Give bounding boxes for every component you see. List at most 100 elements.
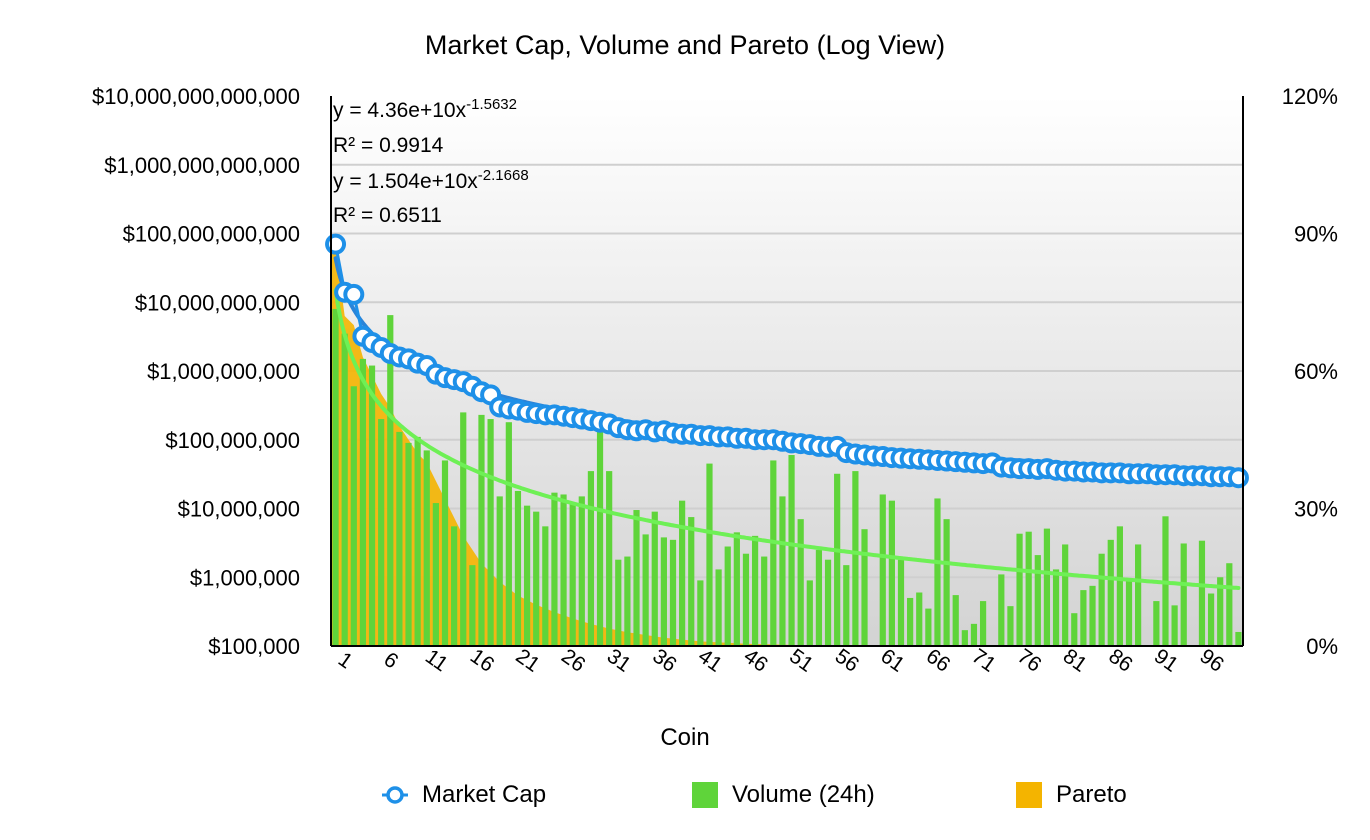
x-tick-label: 41 <box>694 645 726 677</box>
volume-bar <box>432 503 439 646</box>
volume-bar <box>1217 577 1224 646</box>
trendline-r2: R² = 0.6511 <box>333 204 442 227</box>
volume-bar <box>724 546 731 646</box>
volume-bar <box>1107 539 1114 646</box>
x-tick-label: 1 <box>334 648 357 674</box>
volume-bars <box>332 308 1242 646</box>
volume-bar <box>514 490 522 646</box>
volume-bar <box>907 597 914 646</box>
volume-bar <box>542 526 549 646</box>
x-tick-label: 6 <box>380 648 403 674</box>
volume-bar <box>405 442 412 646</box>
trendline-r2: R² = 0.9914 <box>333 134 444 157</box>
volume-bar <box>1235 631 1242 646</box>
volume-bar <box>943 519 950 646</box>
volume-swatch-icon <box>692 782 718 808</box>
volume-bar <box>1098 553 1105 646</box>
volume-bar <box>551 492 558 646</box>
volume-bar <box>697 580 704 646</box>
x-tick-label: 61 <box>876 645 908 677</box>
volume-bar <box>897 559 905 646</box>
volume-bar <box>350 386 357 646</box>
volume-bar <box>934 498 941 646</box>
volume-bar <box>1198 540 1206 646</box>
x-tick-label: 96 <box>1196 645 1228 677</box>
volume-bar <box>596 429 604 646</box>
volume-bar <box>633 510 640 646</box>
volume-bar <box>523 505 531 646</box>
volume-bar <box>733 532 740 646</box>
legend-item-volume: Volume (24h) <box>692 778 875 812</box>
trendline <box>333 288 1241 590</box>
volume-bar <box>706 463 713 646</box>
y-tick-label: $1,000,000 <box>190 565 300 590</box>
volume-bar <box>679 500 686 646</box>
volume-bar <box>779 496 786 646</box>
x-tick-label: 46 <box>740 645 772 677</box>
volume-bar <box>879 494 886 646</box>
volume-bar <box>1071 613 1078 646</box>
volume-bar <box>578 496 585 646</box>
volume-bar <box>742 553 750 646</box>
volume-bar <box>797 519 804 646</box>
volume-bar <box>916 592 923 646</box>
volume-bar <box>998 574 1005 646</box>
volume-bar <box>642 534 649 646</box>
volume-bar <box>359 358 367 646</box>
volume-bar <box>888 500 895 646</box>
x-tick-label: 36 <box>648 645 680 677</box>
legend-label-pareto: Pareto <box>1056 781 1127 808</box>
volume-bar <box>660 537 667 646</box>
trendline-exponent: -2.1668 <box>478 167 529 184</box>
volume-bar <box>496 496 503 646</box>
volume-bar <box>533 511 540 646</box>
x-tick-label: 66 <box>922 645 954 677</box>
y-tick-label: $1,000,000,000 <box>147 359 300 384</box>
x-tick-label: 16 <box>466 645 498 677</box>
volume-bar <box>460 412 467 646</box>
volume-bar <box>487 419 494 646</box>
volume-bar <box>1116 526 1123 646</box>
y-tick-label: $1,000,000,000,000 <box>104 153 300 178</box>
pareto-swatch-icon <box>1016 782 1042 808</box>
volume-bar <box>1080 590 1087 646</box>
x-tick-label: 31 <box>603 645 635 677</box>
x-axis-label: Coin <box>660 724 710 751</box>
volume-bar <box>606 471 613 646</box>
pareto-area-shape <box>331 247 1243 646</box>
y-tick-label: $100,000 <box>208 634 300 659</box>
volume-bar <box>1171 605 1178 646</box>
volume-bar <box>970 623 978 646</box>
volume-bar <box>396 431 403 646</box>
volume-bar <box>788 455 795 646</box>
volume-bar <box>1007 606 1014 646</box>
x-tick-label: 86 <box>1104 645 1136 677</box>
y2-tick-label: 60% <box>1294 359 1338 384</box>
pareto-area <box>331 247 1243 646</box>
legend: Market Cap Volume (24h) Pareto <box>0 778 1370 812</box>
volume-bar <box>715 569 722 646</box>
legend-item-market-cap: Market Cap <box>380 778 546 812</box>
volume-bar <box>1207 593 1215 646</box>
volume-bar <box>378 419 385 646</box>
volume-bar <box>961 630 968 646</box>
y-tick-label: $10,000,000 <box>178 497 300 522</box>
volume-bar <box>451 526 458 646</box>
y2-tick-label: 90% <box>1294 222 1338 247</box>
volume-bar <box>414 436 421 646</box>
y-tick-label: $10,000,000,000 <box>135 290 300 315</box>
volume-bar <box>843 565 850 646</box>
y2-tick-label: 30% <box>1294 497 1338 522</box>
x-tick-label: 21 <box>512 645 544 677</box>
y-tick-label: $100,000,000 <box>165 428 300 453</box>
x-tick-label: 26 <box>557 645 589 677</box>
volume-bar <box>469 565 476 646</box>
x-tick-label: 91 <box>1150 645 1182 677</box>
volume-bar <box>834 473 841 646</box>
y2-tick-label: 0% <box>1306 634 1338 659</box>
volume-bar <box>560 494 567 646</box>
volume-bar <box>368 365 376 646</box>
volume-bar <box>423 450 430 646</box>
volume-bar <box>1089 585 1096 646</box>
volume-bar <box>569 503 576 646</box>
